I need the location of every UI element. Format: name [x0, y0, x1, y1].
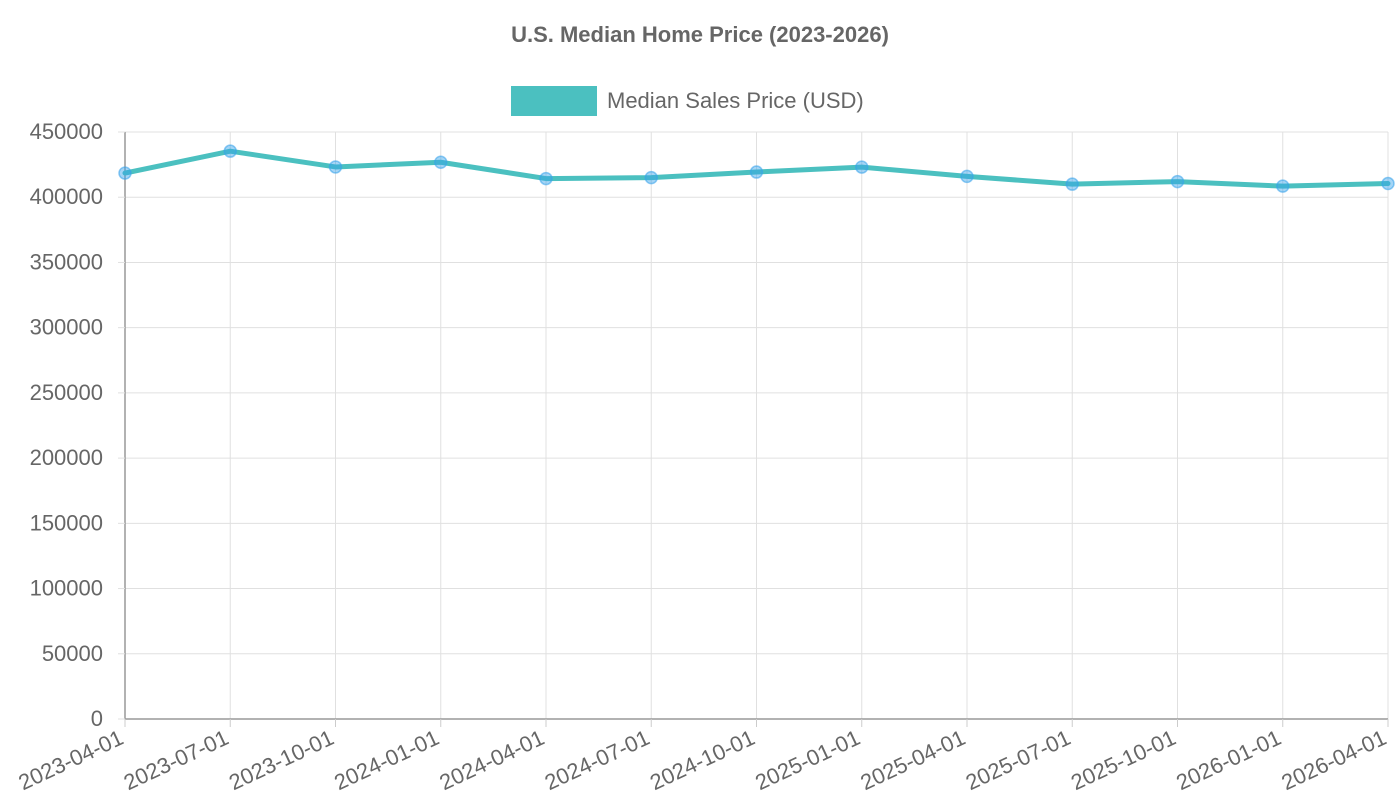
data-point[interactable]: 2024-01-01: 426800	[434, 155, 448, 170]
x-tick-label: 2025-10-01	[1067, 725, 1180, 795]
legend-swatch	[511, 86, 597, 116]
x-tick-label: 2025-07-01	[962, 725, 1075, 795]
y-axis-ticks: 0 50000 100000 150000 200000 250000 300000 3500…	[30, 119, 125, 731]
data-point[interactable]: 2025-01-01: 423100	[855, 160, 869, 174]
x-tick-label: 2026-01-01	[1172, 725, 1285, 795]
data-point[interactable]: 2025-10-01: 412000	[1170, 174, 1185, 189]
x-tick-label: 2023-04-01	[15, 725, 128, 795]
x-tick-label: 2025-01-01	[751, 725, 864, 795]
data-point[interactable]: 2024-07-01: 415000	[644, 170, 658, 185]
y-tick-label: 200000	[30, 445, 103, 470]
x-tick-label: 2024-10-01	[646, 725, 759, 795]
legend[interactable]: Median Sales Price (USD)	[511, 86, 864, 116]
data-point[interactable]: 2023-07-01: 435300	[223, 144, 237, 158]
data-point[interactable]: 2023-10-01: 423200	[328, 160, 343, 174]
data-point[interactable]: 2025-07-01: 410000	[1065, 177, 1079, 191]
y-tick-label: 350000	[30, 249, 103, 274]
legend-label: Median Sales Price (USD)	[607, 88, 864, 113]
y-tick-label: 400000	[30, 184, 103, 209]
y-tick-label: 450000	[30, 119, 103, 144]
x-tick-label: 2024-04-01	[436, 725, 549, 795]
y-tick-label: 250000	[30, 380, 103, 405]
series	[122, 148, 1391, 189]
series-line-0	[122, 148, 1391, 189]
x-tick-label: 2026-04-01	[1278, 725, 1391, 795]
x-tick-label: 2024-07-01	[541, 725, 654, 795]
data-points: 2023-04-01: 418500 2023-07-01: 435300 2023…	[118, 144, 1395, 193]
y-tick-label: 50000	[42, 641, 103, 666]
data-point[interactable]: 2025-04-01: 416000	[960, 169, 974, 184]
x-tick-label: 2025-04-01	[857, 725, 970, 795]
y-tick-label: 300000	[30, 315, 103, 340]
y-tick-label: 0	[91, 706, 103, 731]
x-tick-label: 2023-10-01	[225, 725, 338, 795]
data-point[interactable]: 2023-04-01: 418500	[118, 166, 132, 180]
y-tick-label: 100000	[30, 576, 103, 601]
data-point[interactable]: 2024-10-01: 419300	[749, 165, 764, 179]
y-tick-label: 150000	[30, 510, 103, 535]
x-tick-label: 2023-07-01	[120, 725, 233, 795]
x-tick-label: 2024-01-01	[330, 725, 443, 795]
data-point[interactable]: 2026-01-01: 408500	[1276, 179, 1290, 193]
data-point[interactable]: 2024-04-01: 414300	[539, 171, 553, 186]
data-point[interactable]: 2026-04-01: 410500	[1381, 176, 1395, 191]
grid	[124, 131, 1389, 720]
x-axis-ticks: 2023-04-012023-07-012023-10-012024-01-01…	[15, 719, 1391, 795]
chart-title: U.S. Median Home Price (2023-2026)	[511, 22, 889, 47]
